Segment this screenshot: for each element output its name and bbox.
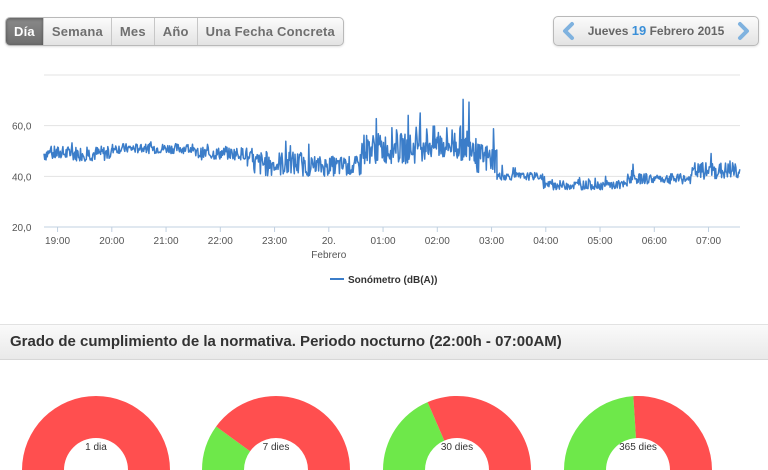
date-month-year: Febrero 2015 <box>649 24 725 38</box>
x-tick-label: 20:00 <box>99 236 124 247</box>
x-tick-label: 06:00 <box>642 236 667 247</box>
x-tick-label: 07:00 <box>696 236 721 247</box>
x-tick-label: 04:00 <box>533 236 558 247</box>
legend-label: Sonómetro (dB(A)) <box>348 275 437 286</box>
gauge-non-compliant-arc <box>427 396 531 470</box>
series-line <box>43 98 741 191</box>
tab-fecha-concreta[interactable]: Una Fecha Concreta <box>205 24 335 39</box>
gauge-365-dies-arc <box>564 396 712 470</box>
gauge-non-compliant-arc <box>22 396 170 470</box>
y-tick-label: 60,0 <box>12 122 32 133</box>
gauge-compliant-arc <box>383 402 445 470</box>
gauge-1-dia: 1 dia <box>21 381 171 470</box>
x-tick-sublabel: Febrero <box>311 250 346 261</box>
x-tick-label: 19:00 <box>45 236 70 247</box>
x-tick-label: 01:00 <box>371 236 396 247</box>
date-navigator: Jueves 19 Febrero 2015 <box>553 16 759 46</box>
tab-mes[interactable]: Mes <box>112 18 155 45</box>
x-tick-label: 23:00 <box>262 236 287 247</box>
gauge-30-dies: 30 dies <box>382 381 532 470</box>
gauge-non-compliant-arc <box>633 396 712 470</box>
chevron-left-icon[interactable] <box>558 20 580 42</box>
gauge-compliant-arc <box>202 426 251 470</box>
section-header: Grado de cumplimiento de la normativa. P… <box>0 324 768 360</box>
noise-level-chart: 20,0 40,0 60,0 19:00 20:00 21:00 22:00 23:00 20.… <box>12 74 741 286</box>
x-tick-label: 21:00 <box>154 236 179 247</box>
gauge-label: 1 dia <box>85 442 107 453</box>
tab-dia[interactable]: Día <box>6 18 44 45</box>
gauge-1-dia-arc <box>22 396 170 470</box>
current-date: Jueves 19 Febrero 2015 <box>554 17 758 45</box>
gauge-label: 365 dies <box>619 442 657 453</box>
tab-ano[interactable]: Año <box>155 18 198 45</box>
x-tick-label: 02:00 <box>425 236 450 247</box>
section-title: Grado de cumplimiento de la normativa. P… <box>10 333 562 350</box>
date-day: 19 <box>631 23 647 38</box>
x-tick-label: 03:00 <box>479 236 504 247</box>
gauge-compliant-arc <box>564 396 636 470</box>
x-tick-label: 22:00 <box>208 236 233 247</box>
gauge-30-dies-arc <box>383 396 531 470</box>
y-tick-label: 20,0 <box>12 223 32 234</box>
date-weekday: Jueves <box>587 24 629 38</box>
gauge-365-dies: 365 dies <box>563 381 713 470</box>
gauge-label: 30 dies <box>440 442 474 453</box>
gauge-7-dies: 7 dies <box>201 381 351 470</box>
x-tick-label: 20. <box>322 236 336 247</box>
y-tick-label: 40,0 <box>12 172 32 183</box>
gauge-7-dies-arc <box>202 396 350 470</box>
chevron-right-icon[interactable] <box>732 20 754 42</box>
tab-semana[interactable]: Semana <box>44 18 112 45</box>
x-tick-label: 05:00 <box>588 236 613 247</box>
period-tabs: Día Semana Mes Año Una Fecha Concreta <box>5 17 344 46</box>
gauge-label: 7 dies <box>262 442 290 453</box>
gauge-non-compliant-arc <box>216 396 350 470</box>
